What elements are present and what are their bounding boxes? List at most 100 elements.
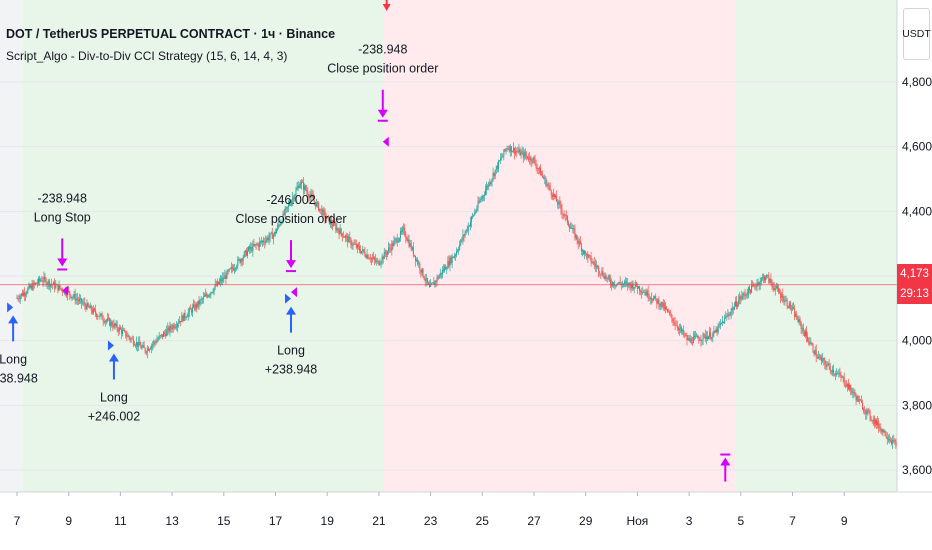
candle-down (260, 241, 262, 243)
study-legend[interactable]: Script_Algo - Div-to-Div CCI Strategy (1… (6, 49, 288, 63)
candle-down (350, 238, 352, 246)
candle-up (453, 255, 455, 258)
candle-down (517, 151, 519, 153)
candle-down (223, 277, 225, 279)
candle-up (607, 276, 609, 278)
long-stop-arrow-head (57, 258, 68, 267)
currency-button[interactable]: USDT (902, 8, 931, 60)
candle-down (685, 334, 687, 336)
candle-down (829, 366, 831, 371)
candle-down (320, 208, 322, 210)
candle-up (692, 336, 694, 344)
candle-down (677, 327, 679, 331)
candle-up (234, 268, 236, 271)
candle-up (804, 331, 806, 336)
candle-down (878, 421, 880, 429)
candle-up (801, 327, 803, 329)
candle-down (41, 280, 43, 282)
candle-down (542, 174, 544, 177)
candle-down (571, 227, 573, 229)
candle-down (325, 218, 327, 219)
x-tick-label: 3 (686, 514, 693, 528)
candle-down (87, 303, 89, 307)
candle-up (482, 195, 484, 197)
candle-up (479, 199, 481, 203)
candle-up (172, 325, 174, 330)
candle-down (66, 293, 68, 296)
candle-down (808, 341, 810, 343)
candle-down (758, 282, 760, 286)
candle-down (311, 193, 313, 197)
candle-down (834, 373, 836, 375)
candle-down (790, 308, 792, 310)
candle-down (536, 168, 538, 169)
long-entry-1-entry-marker (7, 302, 14, 313)
candle-down (318, 202, 320, 211)
candle-down (698, 338, 700, 341)
candle-down (815, 349, 817, 358)
candle-down (419, 263, 421, 270)
candle-up (228, 268, 230, 272)
candle-up (193, 304, 195, 307)
candle-up (441, 269, 443, 275)
candle-down (743, 293, 745, 295)
candle-up (495, 165, 497, 170)
candle-down (773, 287, 775, 291)
candle-up (246, 250, 248, 256)
candle-down (597, 265, 599, 267)
candle-up (224, 275, 226, 279)
candle-down (422, 268, 424, 277)
candle-up (491, 178, 493, 182)
candle-up (142, 345, 144, 347)
candle-down (771, 282, 773, 285)
candle-up (276, 229, 278, 234)
candle-up (220, 279, 222, 282)
candle-up (73, 294, 75, 297)
candle-down (289, 204, 291, 206)
candle-up (425, 278, 427, 281)
candle-down (217, 281, 219, 284)
candle-down (746, 294, 748, 296)
candle-up (497, 160, 499, 169)
candle-down (346, 235, 348, 237)
candle-down (645, 292, 647, 296)
candle-up (760, 278, 762, 283)
symbol-title[interactable]: DOT / TetherUS PERPETUAL CONTRACT · 1ч ·… (6, 27, 336, 41)
candle-up (28, 285, 30, 289)
candle-down (328, 216, 330, 224)
candle-down (76, 298, 78, 300)
candle-down (639, 286, 641, 291)
candle-up (712, 333, 714, 338)
candle-down (600, 273, 602, 275)
candle-up (290, 204, 292, 206)
candle-up (592, 261, 594, 263)
candle-down (357, 244, 359, 247)
candle-down (787, 305, 789, 308)
candle-down (613, 282, 615, 286)
candle-up (391, 243, 393, 251)
candle-up (604, 275, 606, 279)
candle-down (126, 336, 128, 338)
candle-up (659, 305, 661, 307)
candle-down (225, 275, 227, 279)
candle-up (22, 292, 24, 296)
candle-down (818, 356, 820, 358)
candle-up (388, 247, 390, 252)
candle-up (409, 243, 411, 247)
candle-up (664, 307, 666, 310)
candle-up (434, 280, 436, 286)
candle-up (682, 329, 684, 332)
candle-up (464, 232, 466, 237)
candle-up (492, 173, 494, 179)
candle-up (618, 281, 620, 284)
candle-down (807, 336, 809, 342)
candle-up (501, 157, 503, 159)
candle-up (774, 288, 776, 291)
candle-up (226, 270, 228, 279)
short-exit-bottom-arrow-head (720, 457, 731, 466)
candle-down (636, 286, 638, 289)
candle-down (396, 238, 398, 243)
candle-up (502, 155, 504, 158)
candle-down (437, 277, 439, 279)
